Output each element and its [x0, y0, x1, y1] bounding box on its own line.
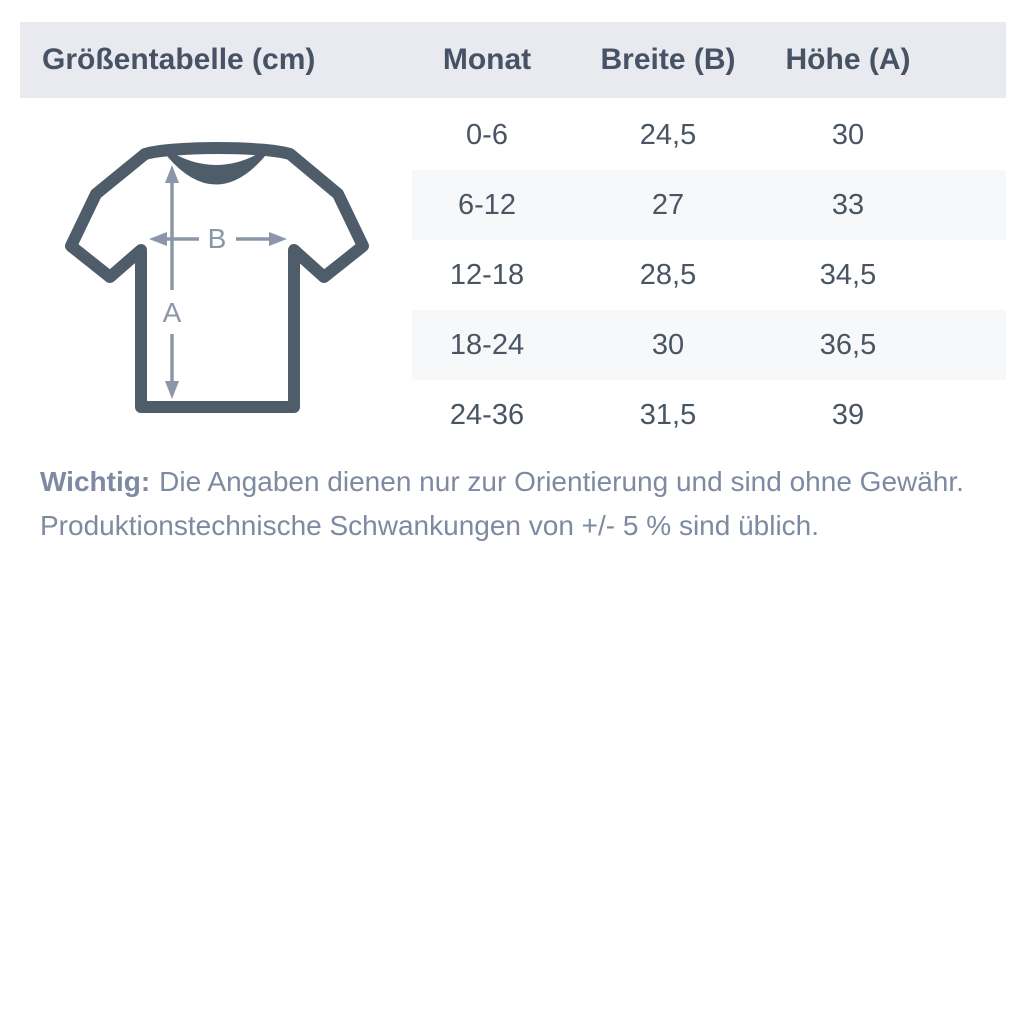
table-row: 12-18 28,5 34,5 — [412, 240, 1006, 310]
disclaimer-text-1: Die Angaben dienen nur zur Orientierung … — [159, 466, 964, 497]
column-header-breite: Breite (B) — [600, 43, 736, 76]
width-label: B — [208, 223, 227, 254]
column-header-hoehe: Höhe (A) — [785, 43, 911, 76]
cell-breite: 31,5 — [639, 399, 697, 431]
cell-breite: 30 — [651, 329, 685, 361]
cell-hoehe: 34,5 — [819, 259, 877, 291]
tshirt-measurement-diagram: A B — [65, 142, 369, 413]
tshirt-outline — [65, 142, 369, 413]
disclaimer-label: Wichtig: — [40, 466, 151, 497]
table-row: 18-24 30 36,5 — [412, 310, 1006, 380]
table-row: 0-6 24,5 30 — [412, 100, 1006, 170]
cell-hoehe: 30 — [831, 119, 865, 151]
cell-monat: 12-18 — [449, 259, 525, 291]
cell-breite: 28,5 — [639, 259, 697, 291]
disclaimer-note: Wichtig: Die Angaben dienen nur zur Orien… — [40, 460, 990, 548]
column-header-monat: Monat — [442, 43, 532, 76]
cell-breite: 27 — [651, 189, 685, 221]
table-row: 24-36 31,5 39 — [412, 380, 1006, 450]
height-arrowhead-bottom — [165, 381, 179, 399]
table-header-band: Größentabelle (cm) Monat Breite (B) Höhe… — [20, 22, 1006, 98]
width-arrowhead-left — [149, 232, 167, 246]
tshirt-collar — [167, 152, 265, 185]
height-label: A — [163, 297, 182, 328]
width-arrowhead-right — [269, 232, 287, 246]
disclaimer-line-2: Produktionstechnische Schwankungen von +… — [40, 510, 820, 541]
disclaimer-line-1: Wichtig: Die Angaben dienen nur zur Orien… — [40, 460, 990, 504]
cell-monat: 24-36 — [449, 399, 525, 431]
cell-hoehe: 33 — [831, 189, 865, 221]
cell-monat: 0-6 — [466, 119, 508, 151]
cell-monat: 6-12 — [457, 189, 517, 221]
table-row: 6-12 27 33 — [412, 170, 1006, 240]
cell-hoehe: 36,5 — [819, 329, 877, 361]
height-arrowhead-top — [165, 165, 179, 183]
cell-monat: 18-24 — [449, 329, 525, 361]
cell-breite: 24,5 — [639, 119, 697, 151]
chart-title: Größentabelle (cm) — [42, 43, 316, 76]
cell-hoehe: 39 — [831, 399, 865, 431]
